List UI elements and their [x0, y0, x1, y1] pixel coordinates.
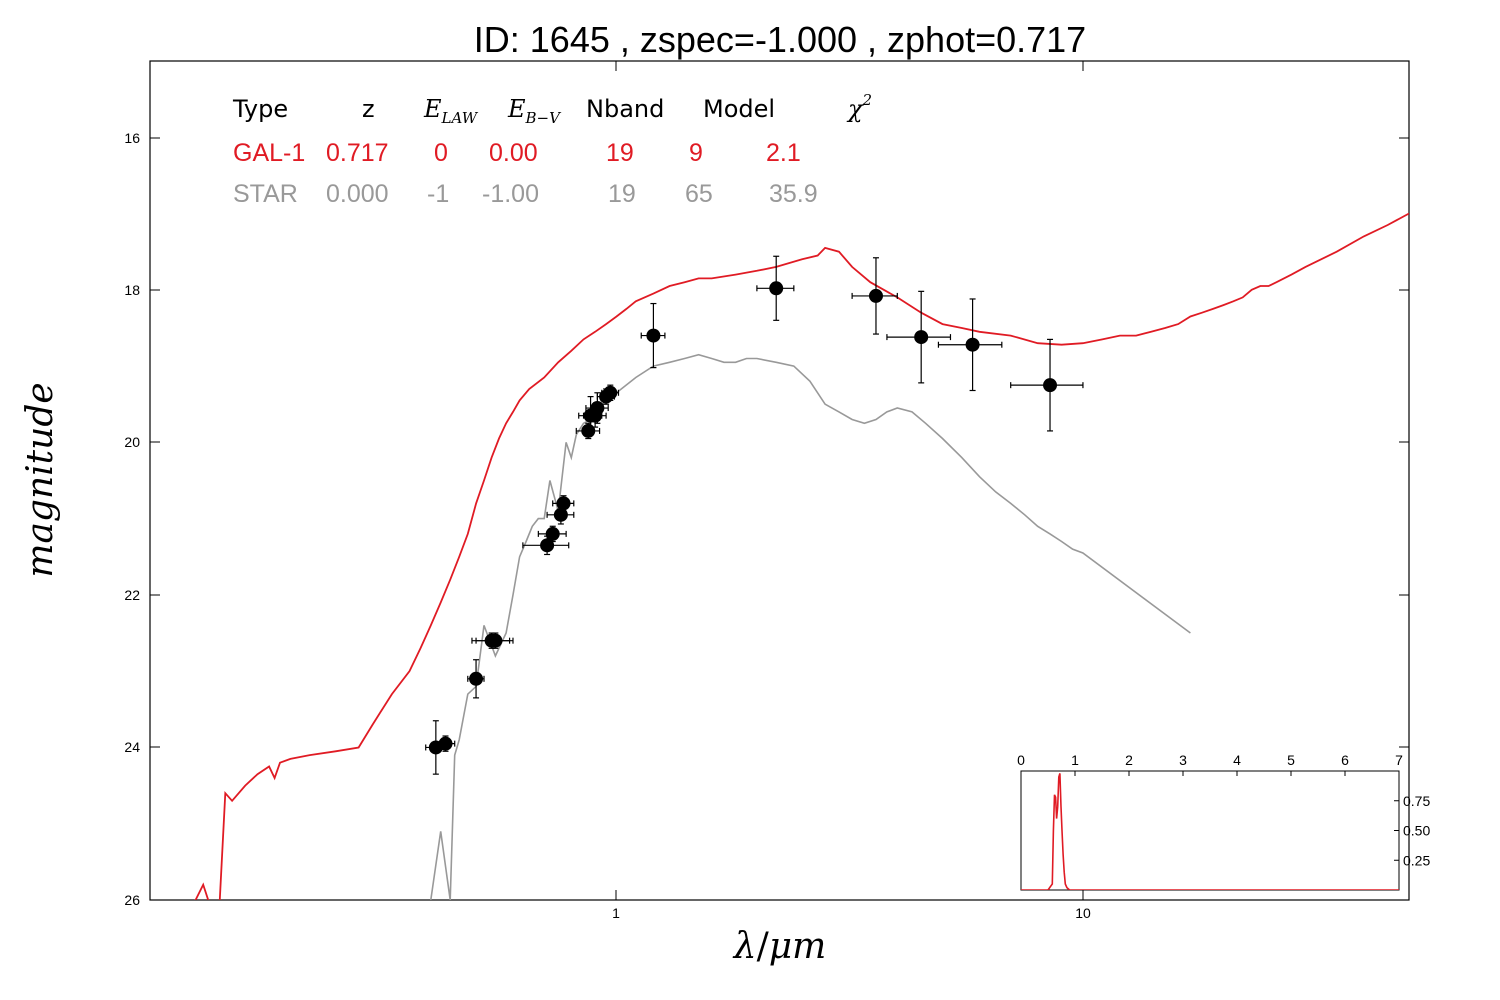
pdf-inset: 0 1 2 3 4 5 6 7 0.25 0.50 0.75	[1017, 752, 1430, 891]
inset-x-tick-label: 7	[1395, 752, 1403, 768]
data-point	[552, 495, 575, 512]
col-model-header: Model	[703, 95, 775, 123]
point-marker	[556, 496, 571, 511]
y-tick-label: 16	[124, 130, 140, 146]
data-point	[601, 384, 620, 402]
galaxy-row: GAL-1 0.717 0 0.00 19 9 2.1	[233, 139, 801, 167]
col-ebv-header: EB−V	[507, 95, 562, 127]
cell-ebv: -1.00	[482, 180, 539, 208]
point-marker	[646, 328, 661, 343]
data-point	[756, 255, 795, 321]
fit-summary-table: Type z ELAW EB−V Nband Model χ2 GAL-1 0.…	[232, 91, 872, 208]
y-tick-label: 20	[124, 434, 140, 450]
galaxy-template-line	[194, 212, 1409, 900]
inset-y-tick-label: 0.25	[1403, 852, 1430, 868]
point-marker	[868, 288, 883, 303]
point-marker	[769, 281, 784, 296]
cell-elaw: -1	[427, 180, 449, 208]
inset-x-tick-label: 1	[1071, 752, 1079, 768]
point-marker	[469, 671, 484, 686]
inset-x-tick-label: 2	[1125, 752, 1133, 768]
data-point	[1010, 338, 1084, 432]
plot-frame	[149, 60, 1410, 901]
data-point	[886, 290, 952, 384]
y-axis: 16 18 20 22 24 26	[124, 130, 1409, 908]
cell-z: 0.717	[326, 139, 389, 167]
col-elaw-header: ELAW	[423, 95, 479, 127]
point-marker	[488, 633, 503, 648]
x-tick-label: 1	[612, 905, 620, 921]
cell-z: 0.000	[326, 180, 389, 208]
data-point	[467, 659, 485, 699]
data-point	[937, 298, 1003, 392]
point-marker	[581, 423, 596, 438]
cell-nband: 19	[606, 139, 634, 167]
x-axis: 1 10	[612, 61, 1091, 921]
y-axis-label: magnitude	[20, 382, 61, 577]
point-marker	[1043, 378, 1058, 393]
pdf-line	[1021, 773, 1399, 890]
point-marker	[603, 385, 618, 400]
col-type-header: Type	[232, 95, 288, 123]
point-marker	[914, 330, 929, 345]
x-tick-label: 10	[1075, 905, 1091, 921]
col-z-header: z	[362, 95, 375, 123]
y-tick-label: 24	[124, 739, 140, 755]
col-nband-header: Nband	[586, 95, 664, 123]
inset-y-tick-label: 0.75	[1403, 793, 1430, 809]
data-point	[537, 525, 567, 543]
inset-x-tick-label: 5	[1287, 752, 1295, 768]
inset-y-tick-label: 0.50	[1403, 823, 1430, 839]
point-marker	[590, 401, 605, 416]
y-tick-label: 22	[124, 587, 140, 603]
inset-x-tick-label: 3	[1179, 752, 1187, 768]
point-marker	[438, 736, 453, 751]
col-chi2-header: χ2	[846, 91, 872, 123]
cell-type: STAR	[233, 180, 298, 208]
inset-x-axis: 0 1 2 3 4 5 6 7	[1017, 752, 1403, 776]
y-tick-label: 26	[124, 892, 140, 908]
cell-type: GAL-1	[233, 139, 305, 167]
inset-x-tick-label: 4	[1233, 752, 1241, 768]
cell-model: 9	[689, 139, 703, 167]
data-point	[435, 735, 456, 752]
photometry-points	[425, 255, 1084, 775]
inset-y-axis: 0.25 0.50 0.75	[1394, 793, 1430, 868]
inset-x-tick-label: 6	[1341, 752, 1349, 768]
inset-x-tick-label: 0	[1017, 752, 1025, 768]
y-tick-label: 18	[124, 282, 140, 298]
cell-elaw: 0	[434, 139, 448, 167]
cell-chi2: 35.9	[769, 180, 818, 208]
point-marker	[965, 337, 980, 352]
point-marker	[545, 526, 560, 541]
figure-title: ID: 1645 , zspec=-1.000 , zphot=0.717	[474, 19, 1086, 60]
star-template-line	[430, 353, 1191, 900]
inset-frame	[1020, 770, 1400, 891]
cell-nband: 19	[608, 180, 636, 208]
star-row: STAR 0.000 -1 -1.00 19 65 35.9	[233, 180, 818, 208]
data-point	[640, 302, 666, 369]
cell-ebv: 0.00	[489, 139, 538, 167]
data-point	[851, 257, 898, 335]
plot-area	[194, 212, 1409, 900]
cell-model: 65	[685, 180, 713, 208]
x-axis-label: λ/μm	[732, 926, 827, 967]
data-point	[522, 535, 570, 556]
data-point	[475, 632, 514, 649]
cell-chi2: 2.1	[766, 139, 801, 167]
